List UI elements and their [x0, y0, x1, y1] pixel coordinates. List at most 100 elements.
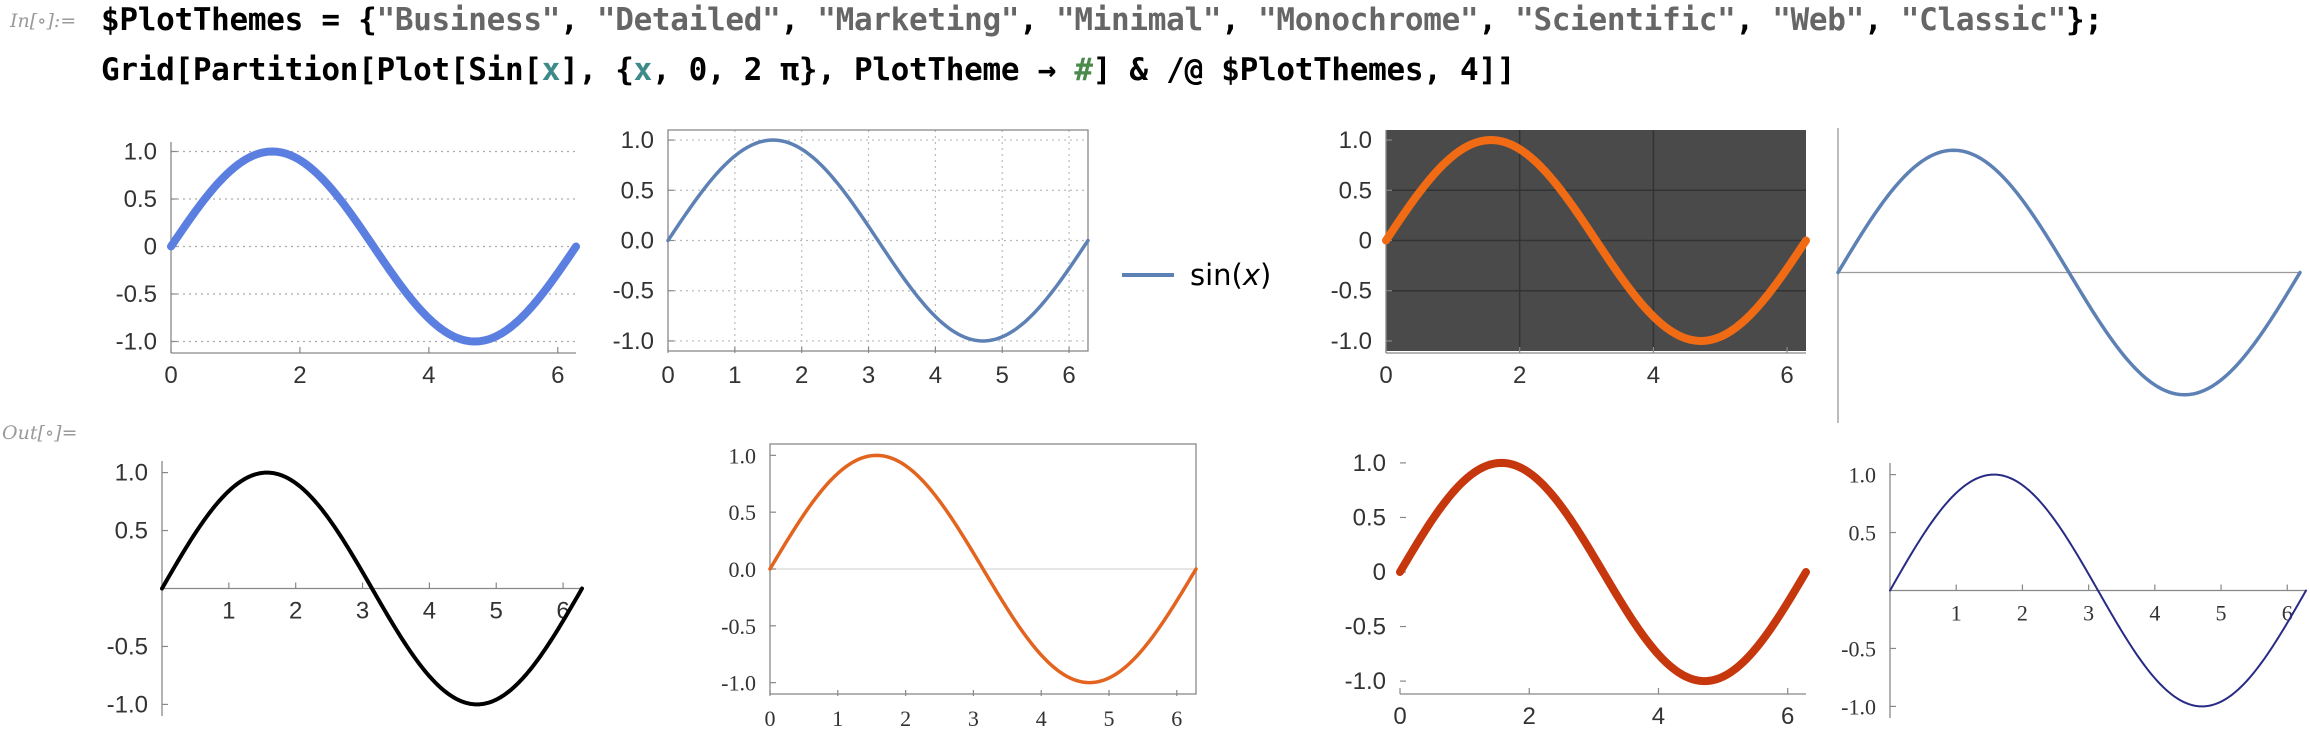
x-tick-label: 2 — [289, 598, 302, 625]
sin-curve — [160, 470, 584, 707]
x-tick-label: 3 — [2083, 601, 2094, 626]
x-tick-label: 6 — [551, 362, 564, 389]
y-tick-label: -1.0 — [613, 328, 654, 355]
plot-svg: 1.0 0.5 0 -0.5 -1.0 0 2 4 6 — [1345, 450, 1810, 730]
y-tick-label: -1.0 — [1331, 328, 1372, 355]
plot-business[interactable]: 1.0 0.5 0 -0.5 -1.0 0 2 4 6 — [116, 128, 580, 393]
x-tick-label: 3 — [968, 706, 979, 731]
code-token: , — [1864, 2, 1901, 38]
y-tick-label: 0.5 — [1339, 177, 1372, 204]
input-label: In[∘]:= — [10, 10, 77, 32]
code-token: , — [780, 2, 818, 38]
plot-classic[interactable]: 1.0 0.5 -0.5 -1.0 1 2 3 4 5 6 — [1841, 455, 2310, 730]
code-token: , — [1735, 2, 1773, 38]
y-tick-label: 1.0 — [621, 127, 654, 154]
x-tick-label: 4 — [929, 362, 942, 389]
y-tick-label: 0.5 — [621, 177, 654, 204]
plot-svg: 1.0 0.5 0.0 -0.5 -1.0 0 1 2 3 4 5 6 — [721, 443, 1198, 731]
plot-detailed[interactable]: 1.0 0.5 0.0 -0.5 -1.0 0 1 2 3 4 5 6 — [613, 127, 1090, 393]
code-line-2[interactable]: Grid[Partition[Plot[Sin[x], {x, 0, 2 π},… — [101, 52, 1515, 88]
x-tick-label: 0 — [765, 706, 776, 731]
x-tick-label: 6 — [1062, 362, 1075, 389]
y-tick-label: 1.0 — [1353, 450, 1386, 477]
plot-svg — [1836, 128, 2302, 423]
plot-svg: 1.0 0.5 0.0 -0.5 -1.0 0 1 2 3 4 5 6 — [613, 127, 1090, 389]
code-token: "Classic" — [1900, 2, 2067, 38]
plot-svg: 1.00.5-0.5-1.01 2 3 4 5 6 — [107, 460, 584, 718]
sin-curve — [1889, 473, 2307, 708]
code-token: x — [541, 52, 561, 88]
x-tick-label: 6 — [1171, 706, 1182, 731]
y-tick-label: 1.0 — [1849, 463, 1877, 488]
y-tick-label: 0.0 — [621, 228, 654, 255]
code-token: "Business" — [376, 2, 561, 38]
x-tick-label: 1 — [728, 362, 741, 389]
plot-svg: 1.00.5-0.5-1.01 2 3 4 5 6 — [1841, 463, 2307, 719]
x-tick-label: 0 — [1393, 703, 1406, 730]
y-tick-label: -0.5 — [1331, 278, 1372, 305]
y-tick-label: 0.5 — [115, 518, 148, 545]
plot-web[interactable]: 1.0 0.5 0 -0.5 -1.0 0 2 4 6 — [1338, 442, 1810, 732]
y-tick-label: -1.0 — [107, 691, 148, 718]
y-tick-label: 0.5 — [124, 186, 157, 213]
y-tick-label: -0.5 — [721, 614, 756, 639]
x-tick-label: 1 — [1951, 601, 1962, 626]
plot-scientific[interactable]: 1.0 0.5 0.0 -0.5 -1.0 0 1 2 3 4 5 6 — [688, 442, 1198, 732]
y-tick-label: -0.5 — [107, 633, 148, 660]
y-tick-label: -0.5 — [116, 281, 157, 308]
code-token: , 0, 2 π}, PlotTheme → — [651, 52, 1075, 88]
code-token: "Minimal" — [1055, 2, 1222, 38]
plot-legend: sin(x) — [1122, 258, 1271, 292]
y-tick-label: 1.0 — [1339, 127, 1372, 154]
code-token: , — [1019, 2, 1056, 38]
x-tick-label: 4 — [1036, 706, 1047, 731]
x-tick-label: 0 — [164, 362, 177, 389]
x-tick-label: 2 — [795, 362, 808, 389]
y-tick-label: 0 — [1359, 228, 1372, 255]
x-tick-label: 5 — [1104, 706, 1115, 731]
x-tick-label: 3 — [862, 362, 875, 389]
plot-svg: 1.0 0.5 0 -0.5 -1.0 0 2 4 6 — [1331, 127, 1810, 389]
x-tick-label: 6 — [1781, 703, 1794, 730]
x-tick-label: 5 — [490, 598, 503, 625]
y-tick-label: 0.0 — [729, 557, 757, 582]
code-token: , — [560, 2, 597, 38]
code-token: $PlotThemes = { — [101, 2, 377, 38]
code-token: ] & /@ $PlotThemes, 4]] — [1092, 52, 1516, 88]
y-tick-label: -1.0 — [116, 329, 157, 356]
x-tick-label: 2 — [1513, 362, 1526, 389]
x-tick-label: 4 — [422, 362, 435, 389]
y-tick-label: -0.5 — [1345, 614, 1386, 641]
code-token: "Detailed" — [596, 2, 781, 38]
y-tick-label: -1.0 — [1841, 694, 1876, 719]
y-tick-label: 0.5 — [1353, 504, 1386, 531]
x-tick-label: 2 — [2017, 601, 2028, 626]
plot-monochrome[interactable]: 1.0 0.5 -0.5 -1.0 1 2 3 4 5 6 — [100, 455, 590, 730]
y-tick-label: 0.5 — [729, 500, 757, 525]
output-label: Out[∘]= — [2, 422, 78, 444]
y-tick-label: 0 — [144, 234, 157, 261]
x-tick-label: 4 — [1652, 703, 1665, 730]
x-tick-label: 5 — [2216, 601, 2227, 626]
code-token: Grid[Partition[Plot[Sin[ — [101, 52, 542, 88]
x-tick-label: 4 — [423, 598, 436, 625]
y-tick-label: -0.5 — [613, 278, 654, 305]
plot-minimal[interactable] — [1832, 128, 2302, 423]
code-token: , — [1221, 2, 1258, 38]
x-tick-label: 3 — [356, 598, 369, 625]
y-tick-label: -1.0 — [1345, 668, 1386, 695]
x-tick-label: 0 — [1379, 362, 1392, 389]
y-tick-label: 1.0 — [124, 139, 157, 166]
y-tick-label: 1.0 — [729, 443, 757, 468]
x-tick-label: 4 — [2149, 601, 2160, 626]
y-tick-label: -0.5 — [1841, 636, 1876, 661]
code-token: }; — [2066, 2, 2103, 38]
plot-marketing[interactable]: 1.0 0.5 0 -0.5 -1.0 0 2 4 6 — [1331, 127, 1810, 393]
plot-svg: 1.0 0.5 0 -0.5 -1.0 0 2 4 6 — [116, 139, 580, 389]
code-token: x — [633, 52, 653, 88]
code-token: "Web" — [1772, 2, 1865, 38]
x-tick-label: 6 — [1780, 362, 1793, 389]
code-line-1[interactable]: $PlotThemes = {"Business", "Detailed", "… — [101, 2, 2103, 38]
y-tick-label: -1.0 — [721, 671, 756, 696]
x-tick-label: 1 — [222, 598, 235, 625]
